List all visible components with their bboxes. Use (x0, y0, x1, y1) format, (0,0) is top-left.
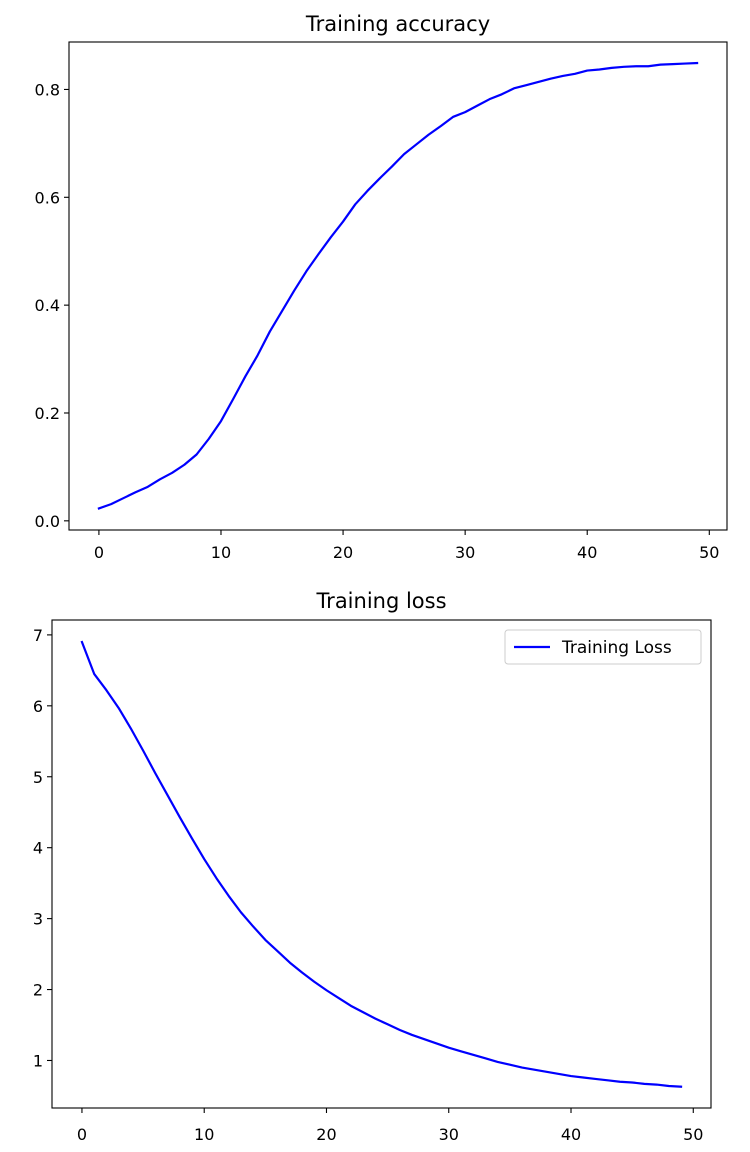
accuracy-y-tick-label: 0.8 (35, 80, 60, 99)
accuracy-y-tick-label: 0.0 (35, 512, 60, 531)
loss-y-tick-label: 7 (33, 626, 43, 645)
loss-y-tick-label: 2 (33, 981, 43, 1000)
loss-y-tick-label: 6 (33, 697, 43, 716)
accuracy-y-tick-label: 0.6 (35, 188, 60, 207)
loss-y-tick-label: 3 (33, 910, 43, 929)
accuracy-x-tick-label: 50 (699, 543, 719, 562)
loss-x-tick-label: 10 (194, 1125, 214, 1144)
accuracy-x-tick-label: 0 (94, 543, 104, 562)
accuracy-y-tick-label: 0.2 (35, 404, 60, 423)
accuracy-x-tick-label: 10 (211, 543, 231, 562)
loss-y-tick-label: 5 (33, 768, 43, 787)
loss-chart-title: Training loss (315, 589, 446, 613)
loss-series-line-0 (80, 640, 683, 1088)
accuracy-x-tick-label: 30 (455, 543, 475, 562)
loss-x-tick-label: 30 (439, 1125, 459, 1144)
accuracy-series-line-0 (97, 61, 699, 510)
loss-x-tick-label: 50 (683, 1125, 703, 1144)
loss-x-tick-label: 0 (77, 1125, 87, 1144)
loss-x-tick-label: 20 (316, 1125, 336, 1144)
loss-legend-label: Training Loss (561, 638, 672, 658)
accuracy-x-tick-label: 20 (333, 543, 353, 562)
loss-legend: Training Loss (504, 629, 702, 665)
accuracy-chart: Training accuracy 0 10 20 30 40 50 0.0 0.2 0.4 0.6… (35, 12, 728, 562)
accuracy-y-tick-label: 0.4 (35, 296, 60, 315)
loss-y-tick-label: 1 (33, 1051, 43, 1070)
loss-chart: Training loss 0 10 20 30 40 50 1 2 3 4 5 6 7 Training … (33, 589, 712, 1144)
accuracy-chart-title: Training accuracy (305, 12, 490, 36)
loss-x-tick-label: 40 (561, 1125, 581, 1144)
loss-y-tick-label: 4 (33, 839, 43, 858)
accuracy-axes-frame (68, 41, 728, 531)
accuracy-x-tick-label: 40 (577, 543, 597, 562)
loss-axes-frame (51, 619, 712, 1109)
loss-legend-box (504, 629, 702, 665)
